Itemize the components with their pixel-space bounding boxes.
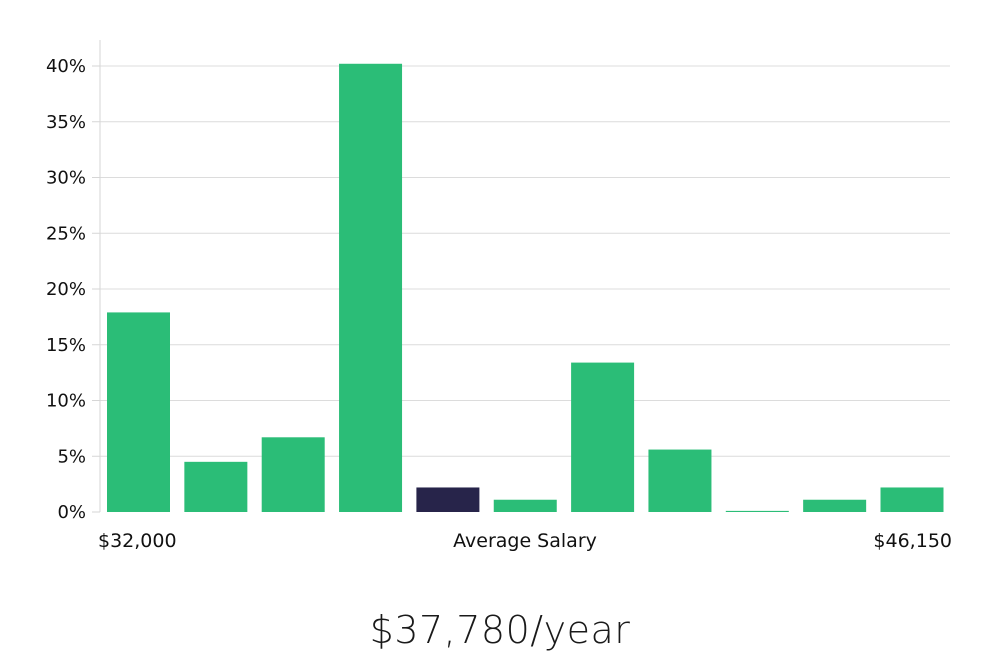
y-tick-label: 40%: [46, 56, 86, 77]
y-tick-label: 15%: [46, 335, 86, 356]
y-tick-label: 5%: [57, 446, 86, 467]
bar: [803, 499, 867, 512]
y-tick-label: 35%: [46, 112, 86, 133]
bar: [493, 499, 557, 512]
y-tick-label: 0%: [57, 502, 86, 523]
bar: [107, 312, 170, 512]
gridlines: [100, 65, 950, 457]
bar: [648, 449, 712, 512]
y-tick-label: 10%: [46, 391, 86, 412]
x-min-label: $32,000: [98, 530, 177, 552]
x-max-label: $46,150: [873, 530, 952, 552]
bar: [261, 437, 325, 512]
bars: [107, 63, 944, 513]
y-tick-label: 25%: [46, 223, 86, 244]
bar: [571, 362, 635, 512]
bar: [725, 510, 789, 512]
y-tick-label: 20%: [46, 279, 86, 300]
bar: [339, 63, 403, 513]
bar: [880, 487, 944, 512]
bar-highlighted: [416, 487, 480, 512]
y-tick-label: 30%: [46, 168, 86, 189]
x-axis-title: Average Salary: [453, 530, 597, 552]
average-salary-value: $37,780/year: [369, 608, 631, 652]
salary-histogram: 0% 5% 10% 15% 20% 25% 30% 35% 40% $32,000 Averag…: [46, 40, 952, 552]
bar: [184, 461, 248, 512]
y-axis-ticks: 0% 5% 10% 15% 20% 25% 30% 35% 40%: [46, 56, 100, 523]
